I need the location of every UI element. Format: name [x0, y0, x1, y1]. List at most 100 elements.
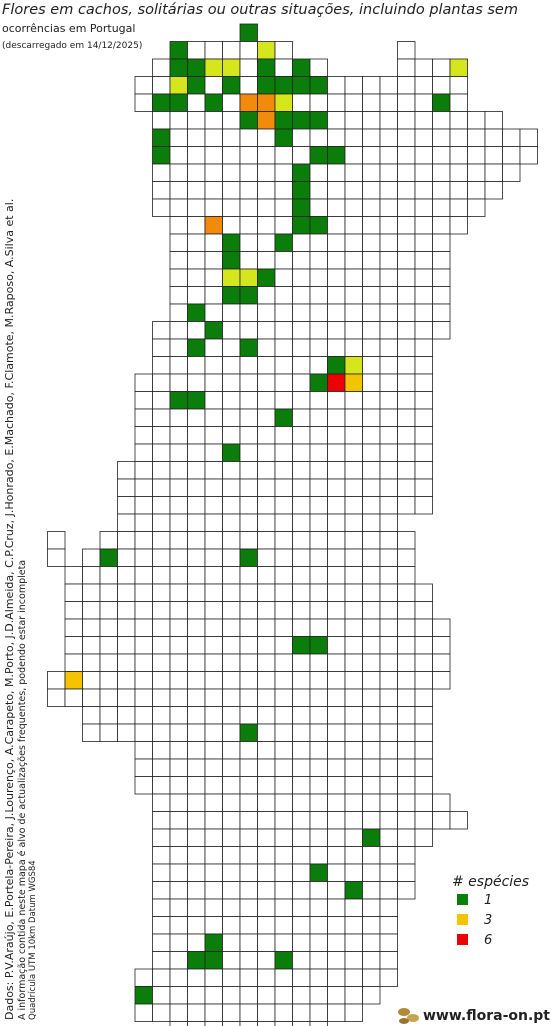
grid-cell — [152, 741, 171, 760]
grid-cell — [432, 303, 451, 322]
grid-cell — [379, 671, 398, 690]
grid-cell — [379, 828, 398, 847]
grid-cell — [204, 881, 223, 900]
grid-cell — [379, 76, 398, 95]
legend-label: 3 — [484, 913, 492, 928]
grid-cell — [362, 723, 381, 742]
grid-cell — [467, 198, 486, 217]
grid-cell — [187, 531, 206, 550]
grid-cell — [309, 933, 328, 952]
grid-cell — [379, 653, 398, 672]
grid-cell — [239, 916, 258, 935]
grid-cell — [117, 618, 136, 637]
grid-cell — [362, 163, 381, 182]
grid-cell — [362, 548, 381, 567]
grid-cell — [239, 251, 258, 270]
grid-cell — [239, 443, 258, 462]
grid-cell — [204, 1021, 223, 1026]
grid-cell — [152, 688, 171, 707]
grid-cell — [309, 881, 328, 900]
grid-cell — [274, 688, 293, 707]
grid-cell — [117, 496, 136, 515]
grid-cell — [309, 583, 328, 602]
grid-cell — [327, 706, 346, 725]
grid-cell — [239, 93, 258, 112]
grid-cell — [432, 128, 451, 147]
grid-cell — [257, 706, 276, 725]
grid-cell — [344, 636, 363, 655]
grid-cell — [362, 111, 381, 130]
grid-cell — [257, 513, 276, 532]
grid-cell — [204, 846, 223, 865]
grid-cell — [204, 548, 223, 567]
grid-cell — [274, 163, 293, 182]
grid-cell — [327, 653, 346, 672]
grid-cell — [362, 863, 381, 882]
grid-cell — [257, 408, 276, 427]
grid-cell — [414, 146, 433, 165]
grid-cell — [379, 933, 398, 952]
grid-cell — [344, 216, 363, 235]
grid-cell — [257, 671, 276, 690]
grid-cell — [309, 356, 328, 375]
grid-cell — [274, 93, 293, 112]
grid-cell — [99, 601, 118, 620]
grid-cell — [292, 426, 311, 445]
grid-cell — [169, 583, 188, 602]
download-note: (descarregado em 14/12/2025) — [2, 41, 142, 51]
grid-cell — [292, 531, 311, 550]
grid-cell — [169, 251, 188, 270]
grid-cell — [379, 968, 398, 987]
grid-cell — [414, 111, 433, 130]
grid-cell — [414, 181, 433, 200]
grid-cell — [169, 548, 188, 567]
grid-cell — [397, 758, 416, 777]
grid-cell — [222, 58, 241, 77]
grid-cell — [239, 933, 258, 952]
grid-cell — [362, 478, 381, 497]
grid-cell — [274, 758, 293, 777]
grid-cell — [292, 758, 311, 777]
grid-cell — [362, 688, 381, 707]
grid-cell — [187, 478, 206, 497]
grid-cell — [274, 828, 293, 847]
grid-cell — [519, 128, 538, 147]
grid-cell — [204, 128, 223, 147]
grid-cell — [432, 93, 451, 112]
grid-cell — [169, 916, 188, 935]
grid-cell — [397, 373, 416, 392]
grid-cell — [99, 618, 118, 637]
grid-cell — [204, 986, 223, 1005]
grid-cell — [169, 111, 188, 130]
grid-cell — [134, 1003, 153, 1022]
grid-cell — [362, 951, 381, 970]
grid-cell — [204, 268, 223, 287]
grid-cell — [379, 793, 398, 812]
grid-cell — [222, 408, 241, 427]
grid-cell — [239, 863, 258, 882]
grid-cell — [117, 531, 136, 550]
grid-cell — [397, 93, 416, 112]
grid-cell — [117, 548, 136, 567]
grid-cell — [362, 653, 381, 672]
grid-cell — [309, 426, 328, 445]
grid-cell — [274, 443, 293, 462]
grid-cell — [187, 391, 206, 410]
grid-cell — [134, 426, 153, 445]
grid-cell — [169, 706, 188, 725]
grid-cell — [379, 268, 398, 287]
grid-cell — [169, 933, 188, 952]
grid-cell — [187, 898, 206, 917]
grid-cell — [379, 618, 398, 637]
grid-cell — [204, 828, 223, 847]
grid-cell — [327, 723, 346, 742]
grid-cell — [362, 933, 381, 952]
grid-cell — [362, 93, 381, 112]
grid-cell — [449, 216, 468, 235]
grid-cell — [152, 111, 171, 130]
grid-cell — [257, 461, 276, 480]
grid-cell — [467, 111, 486, 130]
grid-cell — [327, 76, 346, 95]
grid-cell — [204, 1003, 223, 1022]
grid-cell — [187, 793, 206, 812]
